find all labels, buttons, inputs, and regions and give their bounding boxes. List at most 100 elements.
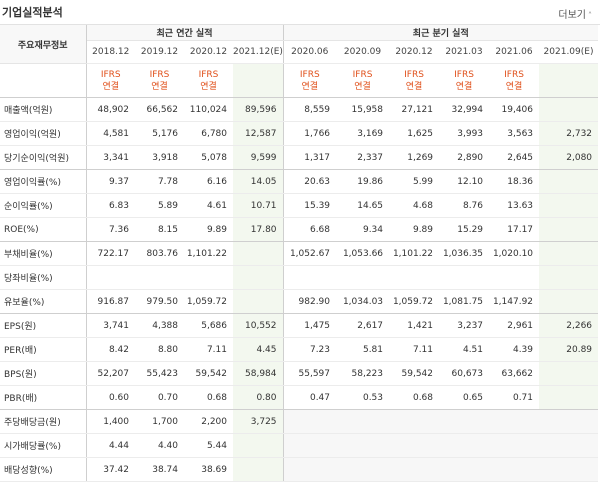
- table-row: 주당배당금(원) 1,400 1,700 2,200 3,725: [0, 409, 599, 434]
- value-cell: 4.45: [233, 337, 284, 362]
- value-cell: 1,269: [389, 145, 440, 170]
- type-line2: 연결: [405, 81, 423, 92]
- value-cell: 7.11: [389, 337, 440, 362]
- value-cell: 2,337: [336, 145, 390, 170]
- value-cell: 916.87: [86, 289, 135, 314]
- value-cell: [489, 457, 540, 482]
- value-cell: 12,587: [233, 121, 284, 146]
- value-cell: 55,423: [135, 361, 184, 386]
- period-header: 2021.03: [439, 40, 490, 64]
- value-cell: 0.80: [233, 385, 284, 410]
- value-cell: 0.71: [489, 385, 540, 410]
- period-header: 2020.12: [389, 40, 440, 64]
- value-cell: [389, 433, 440, 458]
- value-cell: 0.65: [439, 385, 490, 410]
- type-line1: IFRS: [454, 69, 474, 80]
- value-cell: [283, 265, 337, 290]
- value-cell: [539, 385, 599, 410]
- row-label: 시가배당률(%): [0, 433, 87, 458]
- value-cell: [336, 433, 390, 458]
- value-cell: 18.36: [489, 169, 540, 194]
- value-cell: 12.10: [439, 169, 490, 194]
- value-cell: 0.68: [389, 385, 440, 410]
- value-cell: 5,686: [184, 313, 233, 338]
- table-row: ROE(%) 7.36 8.15 9.89 17.80 6.68 9.34 9.89 15.29…: [0, 217, 599, 242]
- value-cell: 1,053.66: [336, 241, 390, 266]
- value-cell: 52,207: [86, 361, 135, 386]
- value-cell: 982.90: [283, 289, 337, 314]
- type-line2: 연결: [151, 81, 168, 92]
- value-cell: 1,400: [86, 409, 135, 434]
- more-link[interactable]: 더보기 ˄: [558, 6, 592, 21]
- value-cell: 3,169: [336, 121, 390, 146]
- value-cell: 4.44: [86, 433, 135, 458]
- value-cell: 14.05: [233, 169, 284, 194]
- accounting-type: IFRS 연결: [283, 63, 337, 98]
- value-cell: [489, 265, 540, 290]
- value-cell: 5.44: [184, 433, 233, 458]
- row-label: 매출액(억원): [0, 97, 87, 122]
- value-cell: [233, 241, 284, 266]
- value-cell: [539, 433, 599, 458]
- value-cell: 9.37: [86, 169, 135, 194]
- value-cell: [233, 457, 284, 482]
- value-cell: 10,552: [233, 313, 284, 338]
- type-line1: IFRS: [198, 69, 219, 80]
- period-header: 2021.06: [489, 40, 540, 64]
- value-cell: [539, 217, 599, 242]
- value-cell: 7.11: [184, 337, 233, 362]
- accounting-type: IFRS 연결: [135, 63, 184, 98]
- value-cell: 58,984: [233, 361, 284, 386]
- value-cell: 8.42: [86, 337, 135, 362]
- table-row: EPS(원) 3,741 4,388 5,686 10,552 1,475 2,617 1,4…: [0, 313, 599, 338]
- table-row: 매출액(억원) 48,902 66,562 110,024 89,596 8,559 15,…: [0, 97, 599, 122]
- value-cell: 14.65: [336, 193, 390, 218]
- value-cell: 3,341: [86, 145, 135, 170]
- value-cell: 1,101.22: [389, 241, 440, 266]
- financial-table: 주요재무정보 최근 연간 실적 최근 분기 실적 2018.12 2019.12 2…: [0, 25, 599, 482]
- value-cell: 3,237: [439, 313, 490, 338]
- value-cell: 8.76: [439, 193, 490, 218]
- value-cell: 1,317: [283, 145, 337, 170]
- table-row: BPS(원) 52,207 55,423 59,542 58,984 55,597 58,2…: [0, 361, 599, 386]
- table-row: 배당성향(%) 37.42 38.74 38.69: [0, 457, 599, 482]
- value-cell: 2,617: [336, 313, 390, 338]
- value-cell: [489, 433, 540, 458]
- value-cell: [539, 265, 599, 290]
- value-cell: 2,200: [184, 409, 233, 434]
- value-cell: 17.17: [489, 217, 540, 242]
- value-cell: [539, 193, 599, 218]
- value-cell: 59,542: [389, 361, 440, 386]
- value-cell: 1,475: [283, 313, 337, 338]
- value-cell: 3,918: [135, 145, 184, 170]
- value-cell: 3,741: [86, 313, 135, 338]
- value-cell: 0.70: [135, 385, 184, 410]
- value-cell: 0.47: [283, 385, 337, 410]
- value-cell: 3,725: [233, 409, 284, 434]
- value-cell: [489, 409, 540, 434]
- value-cell: 1,052.67: [283, 241, 337, 266]
- value-cell: 15,958: [336, 97, 390, 122]
- value-cell: 1,034.03: [336, 289, 390, 314]
- more-label: 더보기: [558, 10, 586, 21]
- value-cell: [439, 433, 490, 458]
- row-label: 당좌비율(%): [0, 265, 87, 290]
- value-cell: [389, 409, 440, 434]
- row-label: PBR(배): [0, 385, 87, 410]
- value-cell: 722.17: [86, 241, 135, 266]
- value-cell: 6.68: [283, 217, 337, 242]
- type-line2: 연결: [455, 81, 473, 92]
- value-cell: 2,890: [439, 145, 490, 170]
- value-cell: 2,266: [539, 313, 599, 338]
- value-cell: 20.89: [539, 337, 599, 362]
- value-cell: 10.71: [233, 193, 284, 218]
- value-cell: 5.99: [389, 169, 440, 194]
- table-row: 부채비율(%) 722.17 803.76 1,101.22 1,052.67 1,053…: [0, 241, 599, 266]
- value-cell: 13.63: [489, 193, 540, 218]
- value-cell: 2,961: [489, 313, 540, 338]
- value-cell: [283, 409, 337, 434]
- row-label: 주당배당금(원): [0, 409, 87, 434]
- period-header: 2020.09: [336, 40, 390, 64]
- value-cell: 20.63: [283, 169, 337, 194]
- value-cell: [336, 457, 390, 482]
